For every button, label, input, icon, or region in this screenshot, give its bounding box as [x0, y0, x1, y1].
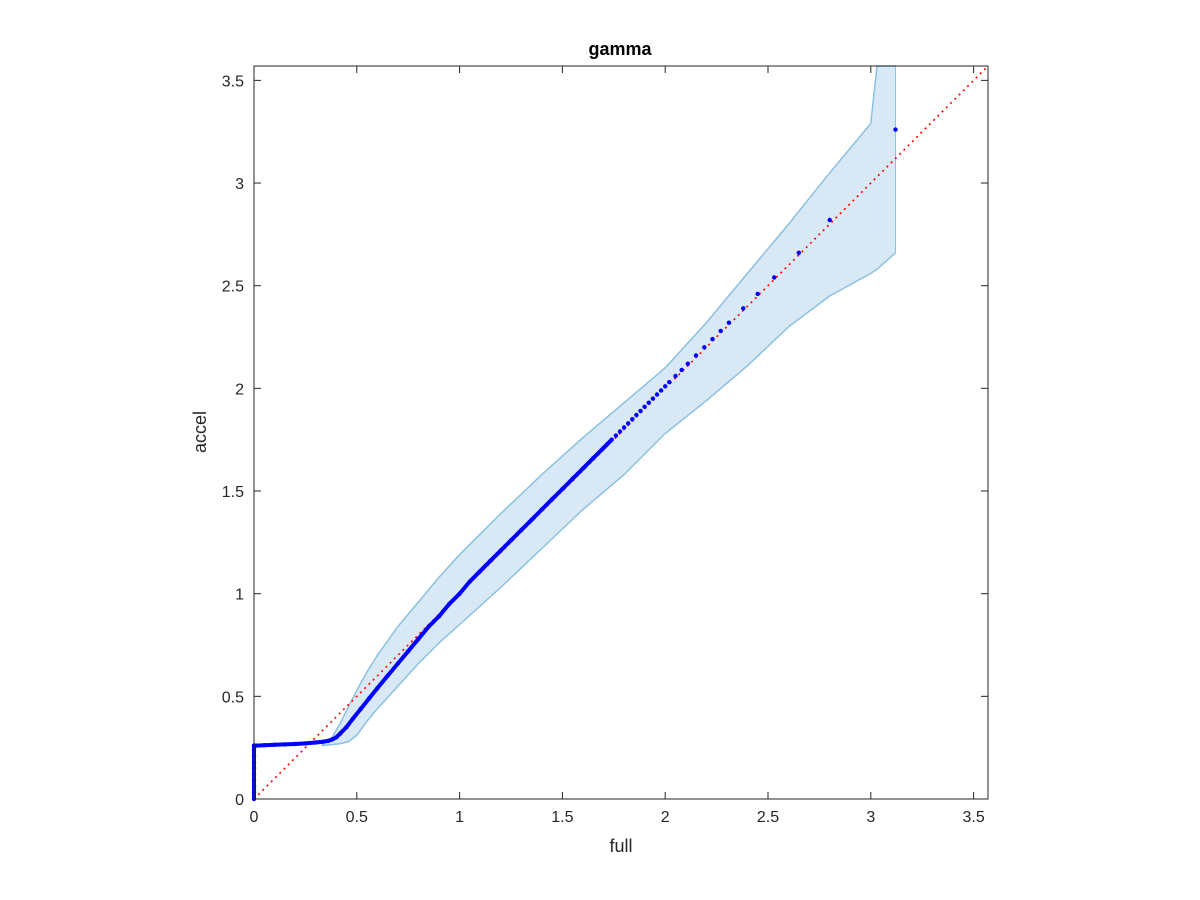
- data-point: [436, 614, 442, 619]
- y-tick-label: 1: [235, 587, 244, 604]
- data-point: [478, 568, 483, 574]
- data-point: [560, 486, 565, 492]
- data-point: [253, 743, 259, 748]
- y-tick-label: 0.5: [222, 689, 244, 706]
- data-point: [447, 601, 452, 607]
- data-point: [827, 217, 832, 223]
- data-point: [262, 743, 267, 748]
- data-point: [385, 673, 390, 678]
- data-point: [638, 408, 643, 414]
- data-point: [344, 724, 349, 730]
- y-tick-label: 3: [235, 176, 244, 193]
- data-point: [617, 429, 623, 434]
- data-point: [292, 741, 298, 747]
- data-point: [605, 441, 610, 446]
- data-point: [366, 696, 372, 701]
- data-point: [549, 497, 555, 502]
- data-point: [626, 421, 631, 426]
- x-tick-label: 1: [455, 809, 464, 826]
- data-point: [529, 517, 534, 522]
- data-point: [601, 445, 606, 451]
- data-point: [570, 476, 575, 481]
- data-point: [654, 392, 660, 397]
- data-point: [282, 742, 287, 747]
- data-point: [755, 291, 760, 297]
- data-point: [658, 388, 664, 393]
- x-tick-label: 2.5: [757, 809, 779, 826]
- data-point: [772, 275, 777, 280]
- data-point: [741, 306, 746, 311]
- y-tick-label: 1.5: [222, 484, 244, 501]
- data-point: [329, 737, 335, 742]
- data-point: [650, 396, 656, 401]
- data-point: [498, 548, 503, 553]
- band-upper-edge: [321, 65, 896, 747]
- x-tick-label: 3: [866, 809, 875, 826]
- data-point: [673, 373, 678, 379]
- chart-title: gamma: [588, 39, 652, 59]
- axis-ticks: 0 0.5 1 1.5 2 2.5 3 3.5 0 0.5 1 1.5 2 2.5 3 3.5: [222, 66, 988, 826]
- data-point: [272, 742, 277, 747]
- y-tick-label: 2: [235, 381, 244, 398]
- data-point: [893, 127, 898, 132]
- y-tick-label: 3.5: [222, 73, 244, 90]
- data-point: [685, 361, 690, 366]
- x-tick-label: 0: [250, 809, 259, 826]
- data-point: [796, 250, 801, 255]
- data-point: [710, 336, 715, 342]
- data-point: [591, 456, 596, 461]
- data-point: [630, 417, 635, 422]
- reference-line: [253, 65, 989, 800]
- data-point: [319, 739, 324, 745]
- data-point: [457, 591, 462, 596]
- data-point: [634, 412, 639, 418]
- data-point: [313, 740, 318, 745]
- data-point: [609, 437, 614, 442]
- data-point: [508, 538, 514, 543]
- data-point: [406, 649, 411, 654]
- x-tick-label: 0.5: [346, 809, 368, 826]
- data-point: [488, 558, 493, 563]
- data-point: [338, 731, 343, 736]
- data-point: [334, 735, 339, 740]
- band-lower-edge: [321, 252, 896, 747]
- data-point: [395, 661, 401, 666]
- data-point: [350, 716, 355, 722]
- data-point: [325, 738, 331, 744]
- x-axis-label: full: [609, 836, 632, 856]
- data-point: [679, 367, 684, 373]
- data-point: [467, 579, 473, 584]
- data-point: [718, 328, 723, 334]
- confidence-band: [321, 66, 896, 746]
- x-tick-label: 2: [661, 809, 670, 826]
- data-point: [375, 685, 380, 691]
- data-point: [613, 433, 619, 438]
- data-point: [303, 741, 308, 746]
- data-point: [693, 353, 699, 358]
- data-point: [580, 466, 586, 471]
- data-point: [426, 624, 431, 629]
- data-point: [667, 380, 672, 385]
- data-point: [702, 345, 707, 350]
- x-tick-label: 1.5: [551, 809, 573, 826]
- y-tick-label: 2.5: [222, 279, 244, 296]
- y-tick-label: 0: [235, 792, 244, 809]
- data-point: [663, 384, 668, 389]
- data-point: [642, 404, 647, 409]
- y-axis-label: accel: [190, 411, 210, 453]
- data-point: [539, 507, 544, 512]
- data-point: [726, 320, 732, 325]
- data-point: [646, 400, 651, 405]
- data-point: [621, 425, 627, 430]
- data-point: [358, 706, 364, 711]
- axes-box: [253, 65, 989, 800]
- x-tick-label: 3.5: [962, 809, 984, 826]
- data-point: [519, 527, 524, 533]
- data-point: [416, 636, 421, 641]
